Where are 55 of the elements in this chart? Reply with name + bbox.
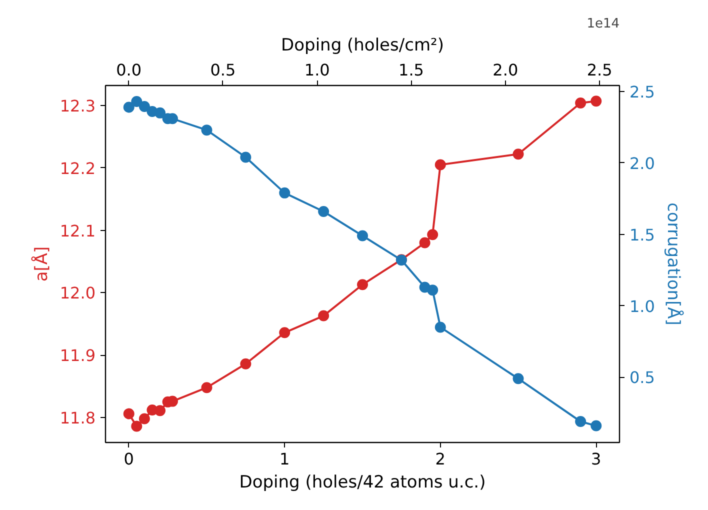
point bbox=[123, 408, 134, 420]
x2-tick-label: 1.5 bbox=[398, 60, 424, 80]
point bbox=[240, 152, 252, 163]
point bbox=[131, 420, 142, 432]
x2-tick-label: 0.5 bbox=[210, 60, 236, 80]
point bbox=[434, 322, 446, 333]
point bbox=[279, 187, 290, 198]
point bbox=[427, 284, 438, 296]
point bbox=[138, 101, 150, 112]
y-tick-label: 12.3 bbox=[60, 96, 96, 116]
point bbox=[201, 382, 212, 394]
point bbox=[318, 206, 330, 217]
y2-tick-label: 2.5 bbox=[630, 82, 655, 102]
x-tick-label: 3 bbox=[591, 450, 602, 468]
point bbox=[434, 159, 446, 170]
y-axis-title: a[Å] bbox=[30, 246, 52, 282]
y-tick-label: 12.2 bbox=[60, 158, 96, 178]
y2-axis-title: corrugation[Å] bbox=[662, 202, 684, 326]
point bbox=[512, 148, 524, 160]
y2-tick-label: 1.0 bbox=[630, 296, 655, 316]
y-tick-label: 11.8 bbox=[60, 408, 96, 428]
x2-axis-title: Doping (holes/cm²) bbox=[281, 36, 444, 56]
point bbox=[590, 420, 602, 432]
point bbox=[575, 97, 586, 108]
x2-tick-label: 0.0 bbox=[116, 60, 142, 80]
point bbox=[512, 373, 524, 384]
point bbox=[154, 107, 166, 118]
point bbox=[131, 96, 142, 107]
point bbox=[201, 124, 212, 136]
y-tick-label: 12.1 bbox=[60, 221, 96, 240]
x-tick-label: 1 bbox=[280, 450, 290, 468]
y-tick-label: 12.0 bbox=[60, 284, 96, 303]
point bbox=[357, 279, 368, 290]
point bbox=[419, 237, 430, 248]
x-tick-label: 2 bbox=[435, 450, 446, 468]
x2-tick-label: 1.0 bbox=[304, 60, 330, 80]
point bbox=[279, 327, 290, 338]
y2-tick-label: 0.5 bbox=[630, 368, 655, 388]
y2-tick-label: 2.0 bbox=[630, 154, 655, 173]
point bbox=[138, 413, 150, 424]
x2-tick-label: 2.0 bbox=[492, 60, 518, 80]
point bbox=[590, 96, 602, 107]
point bbox=[240, 358, 252, 370]
point bbox=[154, 405, 166, 416]
x-tick-label: 0 bbox=[124, 450, 134, 468]
point bbox=[575, 416, 586, 427]
point bbox=[318, 310, 330, 322]
y-tick-label: 11.9 bbox=[60, 346, 96, 366]
point bbox=[123, 102, 134, 113]
x-axis-title: Doping (holes/42 atoms u.c.) bbox=[239, 472, 486, 492]
point bbox=[427, 229, 438, 240]
x2-tick-label: 2.5 bbox=[586, 60, 612, 80]
y2-tick-label: 1.5 bbox=[630, 225, 655, 244]
point bbox=[357, 230, 368, 242]
text: 1e14 bbox=[586, 16, 620, 32]
